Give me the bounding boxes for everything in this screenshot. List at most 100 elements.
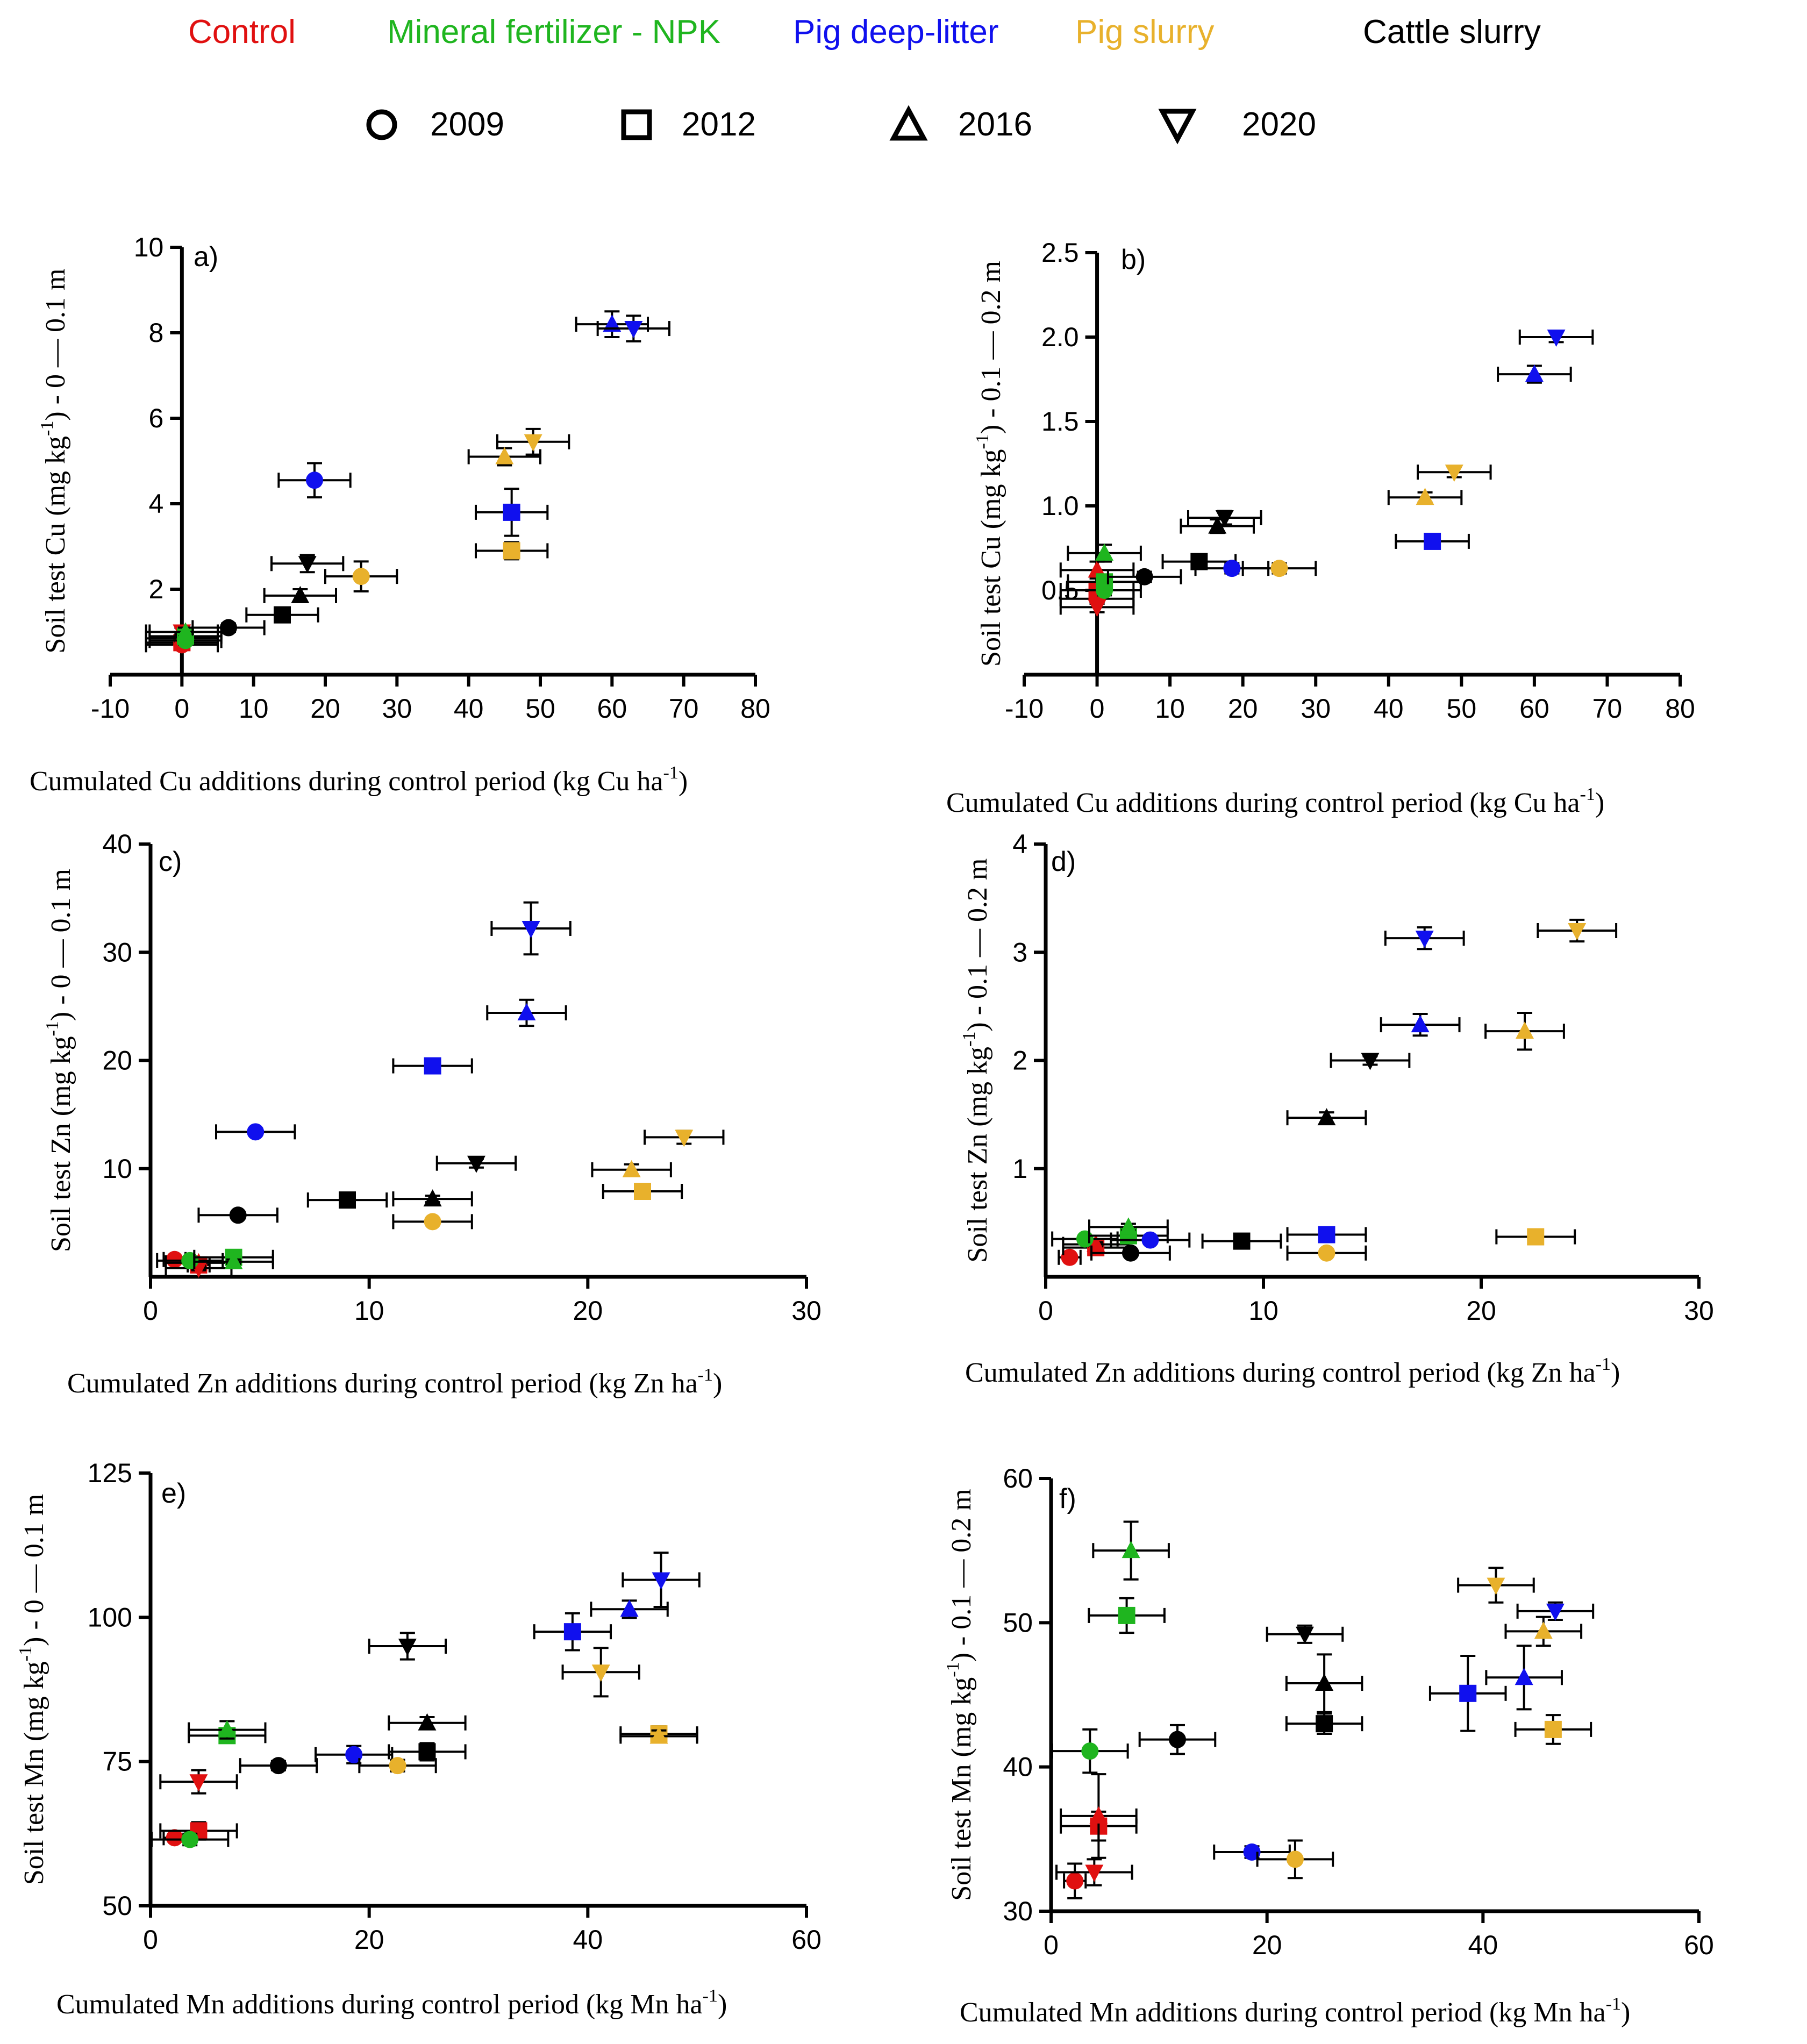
data-point bbox=[1285, 1712, 1363, 1735]
marker-triangle-down bbox=[398, 1639, 417, 1656]
y-axis-label: Soil test Zn (mg kg-1) - 0 — 0.1 m bbox=[42, 869, 76, 1252]
x-tick-label: 70 bbox=[1592, 694, 1623, 724]
x-tick-label: 10 bbox=[239, 694, 269, 724]
marker-triangle-down bbox=[522, 920, 540, 938]
data-point bbox=[496, 427, 570, 456]
x-tick-label: 20 bbox=[1228, 694, 1258, 724]
data-point bbox=[486, 998, 567, 1027]
legend-pig-deep-litter: Pig deep-litter bbox=[793, 13, 999, 51]
data-point bbox=[358, 1757, 437, 1775]
data-point bbox=[392, 1057, 473, 1075]
marker-square bbox=[563, 1623, 581, 1641]
y-tick-label: 75 bbox=[102, 1747, 132, 1777]
data-point bbox=[1060, 1773, 1138, 1859]
marker-circle bbox=[1243, 1843, 1261, 1861]
data-point bbox=[1387, 488, 1463, 505]
x-tick-label: 60 bbox=[597, 694, 627, 724]
marker-triangle-down bbox=[624, 321, 643, 339]
marker-square bbox=[1544, 1720, 1562, 1738]
data-point bbox=[1457, 1567, 1535, 1604]
y-tick-label: 40 bbox=[102, 829, 132, 859]
data-point bbox=[1266, 1624, 1344, 1644]
marker-triangle-up bbox=[1534, 1621, 1553, 1639]
data-point bbox=[1187, 510, 1262, 527]
data-point bbox=[1514, 1714, 1592, 1745]
x-tick-label: 0 bbox=[1044, 1930, 1059, 1960]
data-point bbox=[1395, 532, 1470, 550]
y-tick-label: 125 bbox=[88, 1458, 132, 1488]
data-point bbox=[1485, 1645, 1563, 1711]
data-point bbox=[1138, 1724, 1217, 1755]
panel-e: 0 20 40 60 50 75 100 125 e) Cumulated Mn addition… bbox=[16, 1458, 822, 2020]
panel-d: 0 10 20 30 1 2 3 4 d) Cumulated Zn additions duri… bbox=[959, 829, 1714, 1388]
x-tick-label: 60 bbox=[1519, 694, 1549, 724]
marker-square bbox=[418, 1743, 436, 1761]
marker-triangle-up bbox=[1515, 1668, 1533, 1685]
data-point bbox=[1062, 1234, 1130, 1252]
marker-triangle-down bbox=[1088, 599, 1106, 617]
data-point bbox=[1286, 1226, 1367, 1243]
y-tick-label: 6 bbox=[149, 403, 164, 433]
x-tick-label: 70 bbox=[669, 694, 699, 724]
marker-triangle-up bbox=[176, 622, 195, 640]
legend-square-icon bbox=[621, 109, 652, 140]
marker-square bbox=[1316, 1715, 1333, 1733]
data-point bbox=[1495, 1228, 1576, 1246]
marker-circle bbox=[1122, 1244, 1139, 1262]
panel-label: c) bbox=[159, 846, 182, 877]
marker-triangle-up bbox=[1525, 365, 1544, 382]
marker-circle bbox=[1061, 1248, 1079, 1266]
marker-circle bbox=[247, 1123, 265, 1141]
data-point bbox=[1059, 599, 1135, 617]
data-point bbox=[148, 622, 223, 640]
data-point bbox=[1286, 1244, 1367, 1262]
data-point bbox=[561, 1647, 640, 1698]
marker-circle bbox=[389, 1757, 406, 1775]
x-axis-label: Cumulated Zn additions during control pe… bbox=[67, 1365, 722, 1399]
data-point bbox=[245, 606, 319, 624]
y-tick-label: 30 bbox=[102, 937, 132, 967]
legend: Control Mineral fertilizer - NPK Pig dee… bbox=[188, 13, 1541, 145]
marker-triangle-up bbox=[1315, 1674, 1334, 1691]
marker-circle bbox=[1168, 1731, 1186, 1748]
y-tick-label: 2.5 bbox=[1041, 238, 1079, 268]
marker-triangle-down bbox=[467, 1155, 485, 1173]
data-point bbox=[193, 1252, 274, 1269]
panel-f: 0 20 40 60 30 40 50 60 f) Cumulated Mn additions … bbox=[943, 1463, 1714, 2028]
data-point bbox=[490, 901, 572, 956]
marker-circle bbox=[424, 1213, 441, 1231]
legend-year-2016: 2016 bbox=[958, 106, 1032, 143]
data-point bbox=[1058, 1248, 1082, 1266]
marker-triangle-up bbox=[291, 585, 310, 603]
marker-square bbox=[424, 1057, 441, 1075]
marker-square bbox=[1318, 1226, 1335, 1243]
x-tick-label: 30 bbox=[1301, 694, 1331, 724]
data-point bbox=[368, 1632, 447, 1661]
data-point bbox=[1090, 1244, 1171, 1262]
x-tick-label: 50 bbox=[1447, 694, 1477, 724]
data-point bbox=[151, 1831, 230, 1848]
y-tick-label: 60 bbox=[1003, 1463, 1033, 1493]
marker-square bbox=[634, 1183, 651, 1200]
data-point bbox=[215, 1123, 296, 1141]
data-point bbox=[270, 554, 345, 574]
marker-triangle-down bbox=[652, 1572, 670, 1590]
data-point bbox=[1241, 560, 1317, 577]
x-axis-label: Cumulated Cu additions during control pe… bbox=[30, 763, 688, 797]
marker-circle bbox=[166, 1250, 183, 1268]
marker-circle bbox=[352, 568, 370, 585]
marker-triangle-up bbox=[1119, 1217, 1138, 1235]
data-point bbox=[1092, 1520, 1170, 1581]
marker-triangle-up bbox=[1122, 1541, 1140, 1559]
marker-triangle-down bbox=[1546, 1603, 1565, 1621]
data-point bbox=[1088, 1597, 1166, 1634]
marker-circle bbox=[1066, 1872, 1084, 1890]
marker-circle bbox=[1270, 560, 1288, 577]
marker-triangle-up bbox=[1411, 1015, 1430, 1033]
marker-square bbox=[503, 503, 520, 521]
data-point bbox=[306, 1191, 388, 1209]
data-point bbox=[197, 1206, 278, 1224]
marker-triangle-down bbox=[1445, 464, 1463, 482]
y-axis-label: Soil test Cu (mg kg-1) - 0 — 0.1 m bbox=[37, 269, 71, 654]
marker-circle bbox=[1223, 560, 1241, 577]
